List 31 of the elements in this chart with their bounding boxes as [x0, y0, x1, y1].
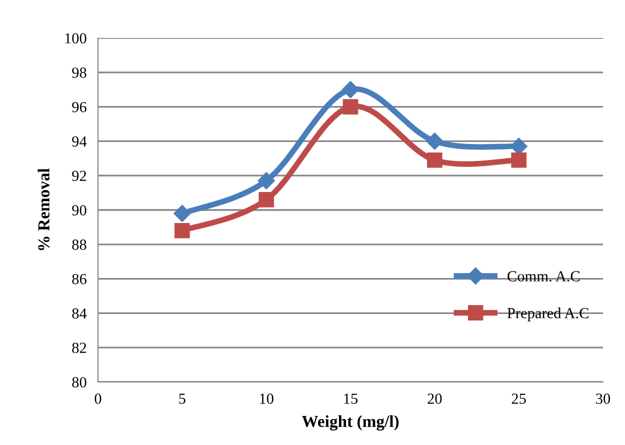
y-tick-label: 100 — [65, 33, 86, 44]
y-tick-label: 92 — [72, 170, 86, 182]
y-tick-label: 94 — [72, 136, 87, 147]
legend-label: Comm. A.C — [508, 271, 580, 282]
x-tick-label: 10 — [260, 394, 274, 404]
x-axis-title: Weight (mg/l) — [302, 415, 399, 431]
y-tick-label: 80 — [72, 377, 86, 388]
point — [511, 152, 526, 168]
y-tick-label: 96 — [72, 102, 86, 112]
x-tick-label: 5 — [179, 394, 186, 404]
x-tick-label: 0 — [94, 394, 102, 404]
y-tick-label: 82 — [72, 342, 86, 354]
point — [426, 132, 444, 150]
point — [427, 152, 442, 168]
point — [258, 172, 275, 190]
x-tick-label: 30 — [596, 394, 610, 404]
point — [174, 223, 190, 238]
y-tick-label: 98 — [72, 68, 86, 78]
point — [258, 192, 274, 208]
x-tick-label: 20 — [428, 394, 442, 404]
y-tick-label: 86 — [72, 274, 86, 284]
legend-label: Prepared A.C — [507, 308, 588, 322]
point — [174, 204, 191, 222]
x-tick-label: 25 — [512, 394, 526, 404]
point — [342, 81, 360, 98]
y-tick-label: 90 — [72, 205, 86, 216]
x-tick-label: 15 — [344, 394, 358, 404]
y-tick-label: 88 — [72, 240, 86, 250]
y-axis-title: % Removal — [38, 168, 50, 250]
y-tick-label: 84 — [72, 308, 87, 319]
point — [342, 99, 358, 114]
